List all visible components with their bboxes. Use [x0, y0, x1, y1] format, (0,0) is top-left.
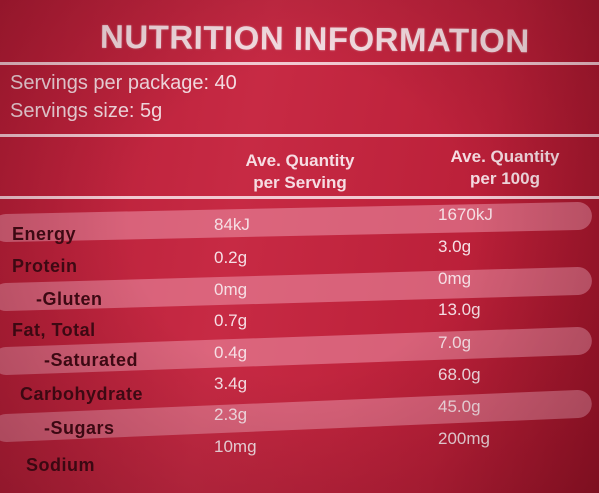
row-value-sugars-per-serving: 2.3g	[214, 405, 248, 424]
row-label-protein: Protein	[12, 256, 78, 276]
column-header-per-serving-line2: per Serving	[253, 173, 347, 192]
servings-divider	[0, 134, 599, 137]
row-label-sugars: -Sugars	[44, 418, 115, 438]
row-value-fat-total-per-serving: 0.7g	[214, 311, 248, 330]
row-label-energy: Energy	[12, 224, 77, 244]
row-label-sodium: Sodium	[26, 455, 95, 475]
row-value-gluten-per-serving: 0mg	[214, 280, 248, 299]
column-header-per-100g-line1: Ave. Quantity	[450, 147, 560, 166]
title-divider	[0, 62, 599, 65]
column-header-per-100g-line2: per 100g	[470, 169, 540, 188]
header-divider	[0, 196, 599, 199]
row-label-gluten: -Gluten	[36, 289, 103, 309]
row-value-carbohydrate-per-100g: 68.0g	[438, 365, 481, 384]
row-value-saturated-per-100g: 7.0g	[438, 333, 472, 352]
row-value-saturated-per-serving: 0.4g	[214, 343, 248, 362]
row-value-protein-per-serving: 0.2g	[214, 248, 248, 267]
serving-size: Servings size: 5g	[10, 100, 163, 122]
row-value-carbohydrate-per-serving: 3.4g	[214, 374, 248, 393]
column-header-per-serving: Ave. Quantity per Serving	[210, 150, 390, 194]
panel-title: NUTRITION INFORMATION	[99, 17, 530, 60]
row-label-saturated: -Saturated	[44, 350, 139, 370]
row-value-energy-per-serving: 84kJ	[214, 215, 250, 234]
row-band-energy	[0, 201, 593, 243]
row-value-sugars-per-100g: 45.0g	[438, 397, 481, 416]
row-value-sodium-per-100g: 200mg	[438, 429, 490, 448]
column-header-per-100g: Ave. Quantity per 100g	[420, 146, 590, 190]
row-value-energy-per-100g: 1670kJ	[438, 205, 493, 224]
row-value-gluten-per-100g: 0mg	[438, 269, 472, 288]
row-value-fat-total-per-100g: 13.0g	[438, 300, 481, 319]
row-value-sodium-per-serving: 10mg	[214, 437, 257, 456]
row-value-protein-per-100g: 3.0g	[438, 237, 472, 256]
column-header-per-serving-line1: Ave. Quantity	[245, 151, 355, 170]
row-label-carbohydrate: Carbohydrate	[20, 384, 144, 404]
row-label-fat-total: Fat, Total	[12, 320, 96, 340]
servings-per-package: Servings per package: 40	[10, 72, 237, 94]
